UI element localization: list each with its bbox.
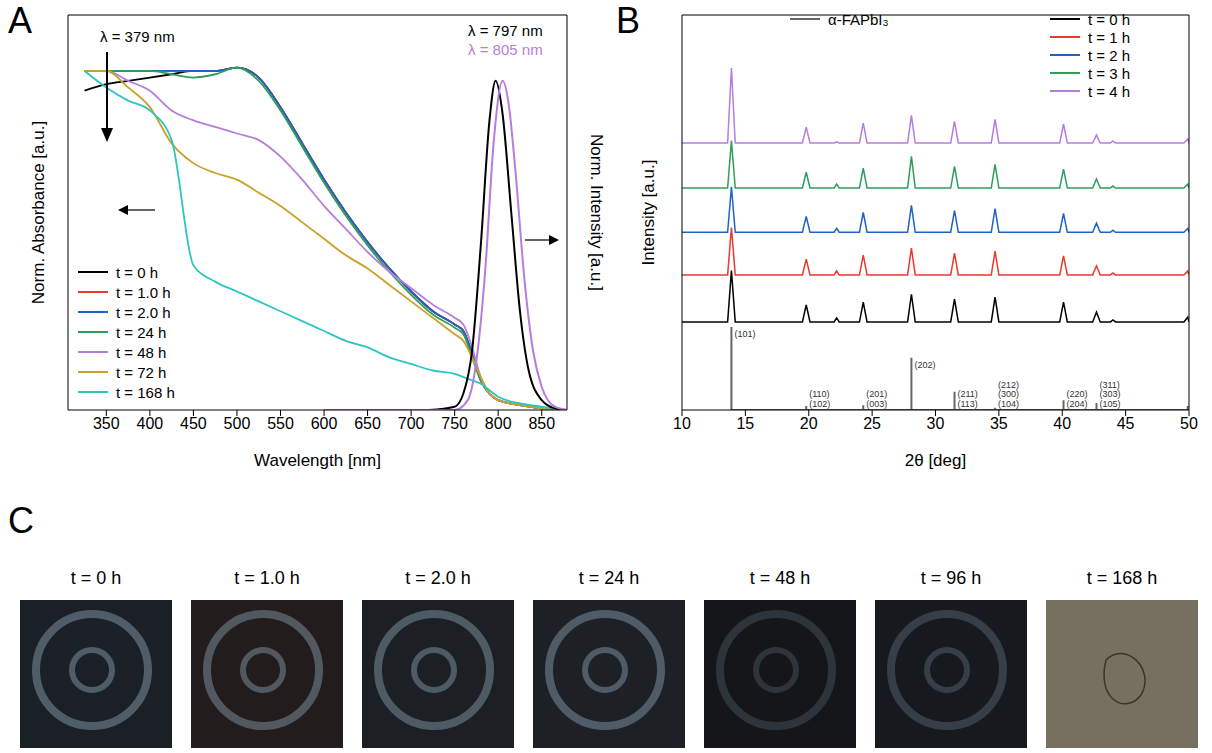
html-text:C: C	[8, 500, 34, 541]
html-text:t = 0 h: t = 0 h	[1088, 10, 1131, 28]
html-text:t = 24 h: t = 24 h	[578, 568, 640, 588]
html-text:t = 1 h: t = 1 h	[1088, 28, 1131, 46]
html-text:t = 2.0 h: t = 2.0 h	[405, 568, 471, 588]
svg-text:10: 10	[673, 415, 691, 432]
svg-text:40: 40	[1053, 415, 1071, 432]
svg-text:450: 450	[180, 415, 207, 432]
html-text:λ = 805 nm: λ = 805 nm	[468, 41, 543, 58]
html-text:t = 0 h: t = 0 h	[70, 568, 122, 588]
html-text:t = 48 h: t = 48 h	[749, 568, 811, 588]
svg-text:30: 30	[927, 415, 945, 432]
svg-text:(104): (104)	[998, 399, 1019, 409]
html-text:t = 96 h: t = 96 h	[920, 568, 982, 588]
svg-text:(212): (212)	[998, 380, 1019, 390]
svg-text:(102): (102)	[809, 399, 830, 409]
svg-text:(105): (105)	[1099, 399, 1120, 409]
html-text:t = 2 h: t = 2 h	[1088, 46, 1131, 64]
svg-text:45: 45	[1117, 415, 1135, 432]
svg-text:Intensity [a.u.]: Intensity [a.u.]	[639, 160, 658, 266]
html-text:t = 0 h: t = 0 h	[116, 263, 159, 281]
html-text:α-FAPbI₃: α-FAPbI₃	[828, 10, 889, 28]
svg-text:20: 20	[800, 415, 818, 432]
svg-text:(303): (303)	[1099, 389, 1120, 399]
html-text:t = 168 h: t = 168 h	[116, 383, 175, 401]
svg-text:550: 550	[267, 415, 294, 432]
svg-text:500: 500	[224, 415, 251, 432]
html-text:A: A	[8, 0, 32, 41]
html-text:t = 24 h: t = 24 h	[116, 323, 167, 341]
svg-text:(202): (202)	[914, 360, 935, 370]
svg-text:(101): (101)	[734, 329, 755, 339]
html-text:t = 4 h: t = 4 h	[1088, 82, 1131, 100]
html-text:λ = 797 nm: λ = 797 nm	[468, 22, 543, 39]
svg-text:(204): (204)	[1067, 399, 1088, 409]
svg-text:(113): (113)	[958, 399, 978, 409]
svg-text:(110): (110)	[809, 389, 829, 399]
svg-text:2θ [deg]: 2θ [deg]	[905, 451, 966, 470]
svg-text:750: 750	[441, 415, 468, 432]
svg-text:(003): (003)	[866, 399, 887, 409]
html-text:t = 72 h: t = 72 h	[116, 363, 167, 381]
html-text:t = 1.0 h: t = 1.0 h	[116, 283, 171, 301]
svg-text:35: 35	[990, 415, 1008, 432]
html-text:t = 48 h: t = 48 h	[116, 343, 167, 361]
html-text:t = 2.0 h: t = 2.0 h	[116, 303, 171, 321]
svg-text:600: 600	[311, 415, 338, 432]
html-text:t = 168 h: t = 168 h	[1086, 568, 1158, 588]
svg-text:350: 350	[93, 415, 120, 432]
svg-text:Norm. Intensity [a.u.]: Norm. Intensity [a.u.]	[587, 134, 606, 291]
svg-text:700: 700	[398, 415, 425, 432]
svg-text:Wavelength [nm]: Wavelength [nm]	[254, 451, 381, 470]
svg-text:15: 15	[736, 415, 754, 432]
html-text:t = 1.0 h: t = 1.0 h	[234, 568, 300, 588]
html-text:t = 3 h: t = 3 h	[1088, 64, 1131, 82]
svg-text:850: 850	[528, 415, 555, 432]
html-text:λ = 379 nm: λ = 379 nm	[100, 28, 175, 45]
html-text:B: B	[616, 0, 640, 41]
svg-text:Norm. Absorbance [a.u.]: Norm. Absorbance [a.u.]	[29, 121, 48, 304]
svg-text:800: 800	[485, 415, 512, 432]
svg-text:25: 25	[863, 415, 881, 432]
svg-text:(211): (211)	[958, 389, 978, 399]
svg-text:(201): (201)	[866, 389, 887, 399]
svg-text:(300): (300)	[998, 389, 1019, 399]
svg-text:400: 400	[137, 415, 164, 432]
svg-text:(311): (311)	[1099, 380, 1119, 390]
svg-text:(220): (220)	[1067, 389, 1088, 399]
svg-text:650: 650	[354, 415, 381, 432]
svg-text:50: 50	[1180, 415, 1198, 432]
